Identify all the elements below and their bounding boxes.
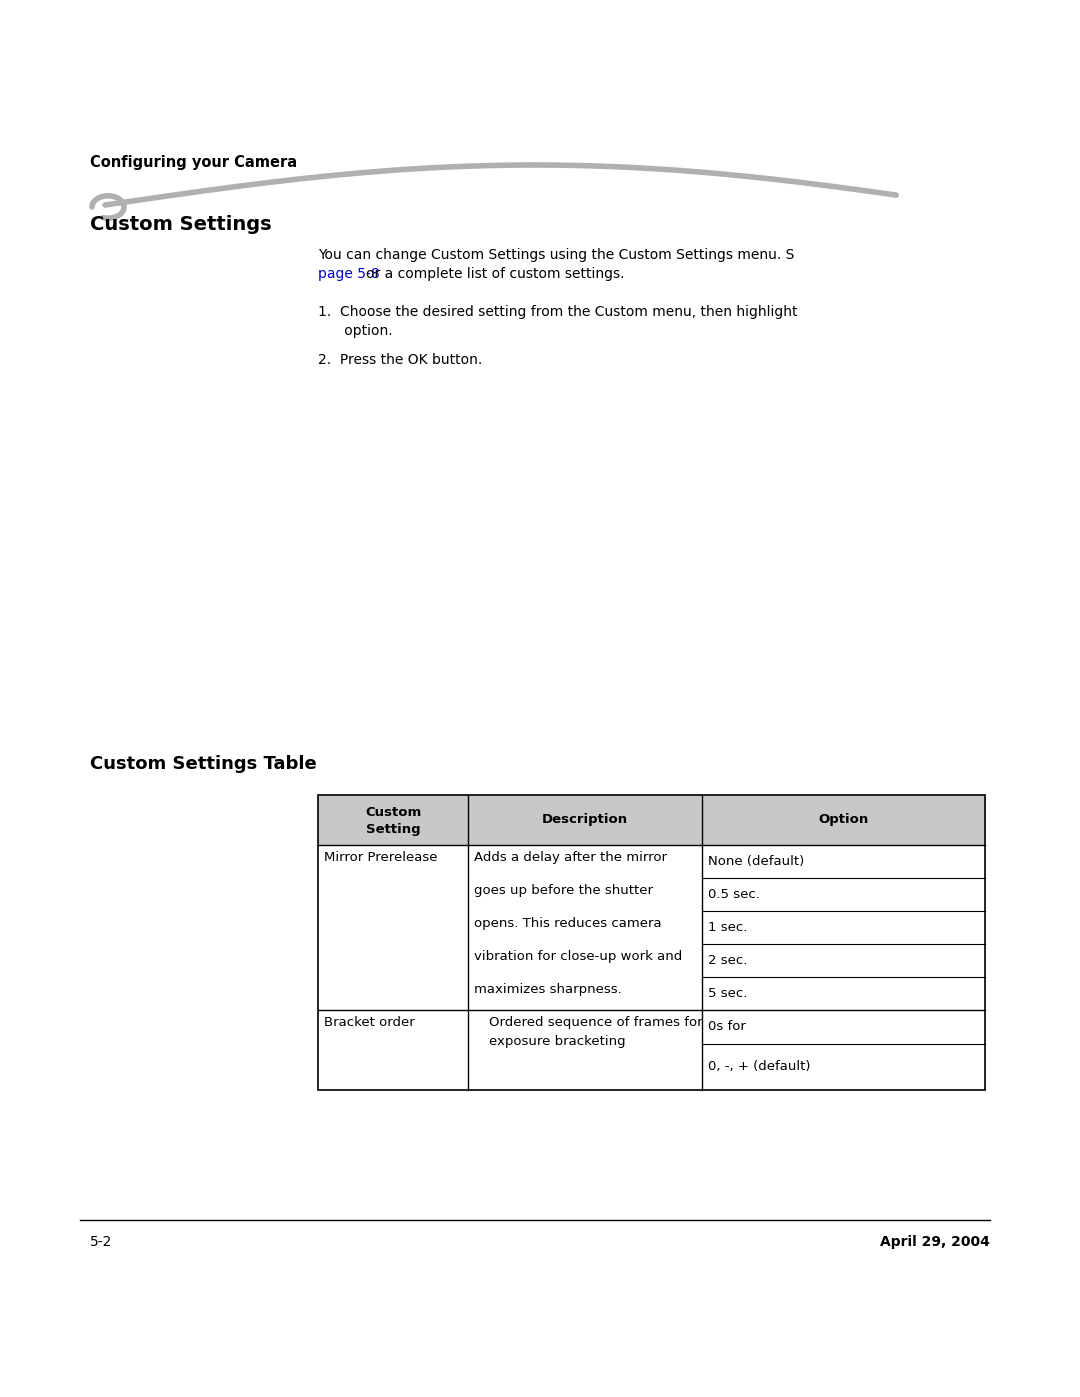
Text: Setting: Setting xyxy=(366,823,420,835)
Text: goes up before the shutter: goes up before the shutter xyxy=(474,884,653,897)
Text: 5-2: 5-2 xyxy=(90,1235,112,1249)
Text: maximizes sharpness.: maximizes sharpness. xyxy=(474,983,622,996)
Text: or a complete list of custom settings.: or a complete list of custom settings. xyxy=(366,267,624,281)
Text: Custom Settings Table: Custom Settings Table xyxy=(90,754,316,773)
Text: Description: Description xyxy=(542,813,627,827)
Bar xyxy=(318,795,985,1090)
Text: page 5-8: page 5-8 xyxy=(318,267,380,281)
Text: exposure bracketing: exposure bracketing xyxy=(489,1035,625,1048)
Text: opens. This reduces camera: opens. This reduces camera xyxy=(474,916,662,930)
Text: 1 sec.: 1 sec. xyxy=(707,921,747,935)
Text: 0.5 sec.: 0.5 sec. xyxy=(707,888,759,901)
Text: option.: option. xyxy=(318,324,393,338)
Text: Option: Option xyxy=(819,813,868,827)
Bar xyxy=(318,795,985,845)
Text: 1.  Choose the desired setting from the Custom menu, then highlight: 1. Choose the desired setting from the C… xyxy=(318,305,797,319)
Text: None (default): None (default) xyxy=(707,855,804,868)
Text: 0, -, + (default): 0, -, + (default) xyxy=(707,1060,810,1073)
Text: 0s for: 0s for xyxy=(707,1020,745,1034)
Text: Custom: Custom xyxy=(365,806,421,820)
Text: Bracket order: Bracket order xyxy=(324,1016,415,1030)
Text: vibration for close-up work and: vibration for close-up work and xyxy=(474,950,683,963)
Text: Configuring your Camera: Configuring your Camera xyxy=(90,155,297,170)
Text: 5 sec.: 5 sec. xyxy=(707,988,747,1000)
Text: April 29, 2004: April 29, 2004 xyxy=(880,1235,990,1249)
Text: Mirror Prerelease: Mirror Prerelease xyxy=(324,851,437,863)
Text: 2 sec.: 2 sec. xyxy=(707,954,747,967)
Text: Custom Settings: Custom Settings xyxy=(90,215,272,235)
Text: 2.  Press the OK button.: 2. Press the OK button. xyxy=(318,352,483,366)
Text: You can change Custom Settings using the Custom Settings menu. S: You can change Custom Settings using the… xyxy=(318,249,795,263)
Text: Adds a delay after the mirror: Adds a delay after the mirror xyxy=(474,851,667,863)
Text: Ordered sequence of frames for: Ordered sequence of frames for xyxy=(489,1016,703,1030)
